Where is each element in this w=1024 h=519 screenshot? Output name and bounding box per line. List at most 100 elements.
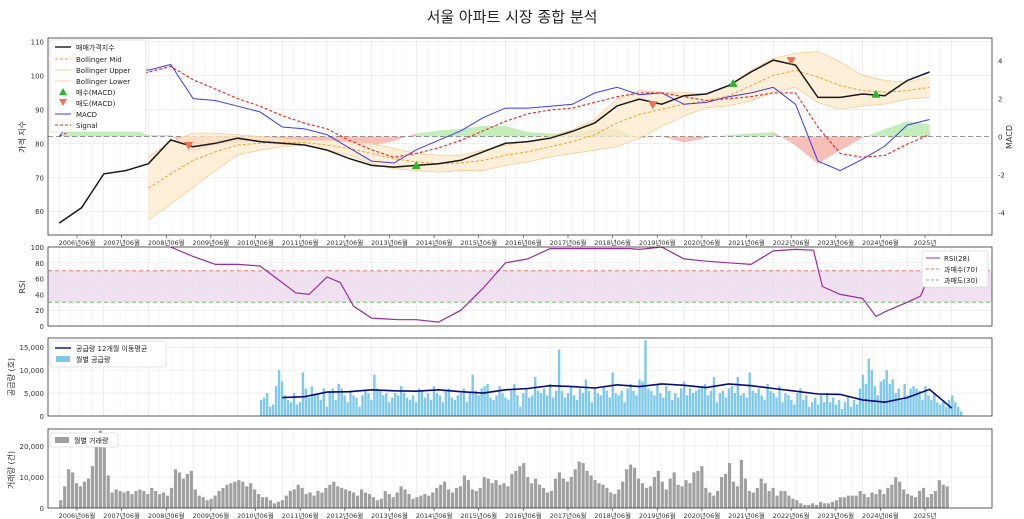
transaction-bar [811, 503, 815, 508]
supply-bar [828, 402, 832, 416]
transaction-bar [613, 494, 617, 508]
transaction-bar [700, 466, 704, 508]
price-ylabel: 가격 지수 [17, 121, 27, 153]
x-tick-label: 2009년06월 [193, 238, 230, 247]
transaction-bar [921, 487, 926, 508]
supply-bar [876, 395, 879, 416]
transaction-bar [826, 503, 831, 508]
transaction-bar [759, 478, 763, 508]
supply-bar [608, 397, 611, 416]
transaction-bar [822, 503, 827, 508]
supply-bar [358, 406, 361, 416]
x-tick-label: 2007년06월 [103, 238, 140, 247]
supply-bar [730, 386, 734, 416]
supply-bar [825, 393, 829, 416]
legend-trans-bar-swatch [55, 437, 69, 443]
transaction-bar [154, 490, 158, 508]
transaction-bar [419, 495, 423, 508]
supply-bar [638, 379, 641, 416]
transaction-bar [743, 478, 747, 508]
transaction-bar [727, 463, 732, 508]
supply-bar [420, 390, 424, 416]
supply-bar [405, 397, 409, 416]
supply-bar [757, 388, 760, 416]
transaction-bar [458, 486, 463, 508]
supply-bar [945, 406, 948, 416]
macd-histogram-area [393, 133, 417, 142]
supply-bar [575, 399, 579, 416]
supply-bar [802, 399, 805, 416]
transaction-bar [466, 480, 470, 508]
transaction-bar [739, 459, 744, 508]
supply-bar [614, 393, 617, 416]
supply-bar [662, 397, 665, 416]
macd-histogram-area [706, 134, 729, 139]
transaction-bar [158, 494, 162, 508]
supply-bar [432, 386, 436, 416]
x-tick-label: 2020년06월 [683, 511, 720, 519]
supply-bar [411, 395, 415, 416]
transaction-bar [636, 478, 641, 508]
transaction-bar [767, 490, 771, 508]
transaction-bar [352, 492, 356, 508]
transaction-bar [474, 490, 478, 508]
supply-bar [894, 393, 897, 416]
supply-bar [391, 397, 394, 416]
supply-bar [611, 372, 614, 416]
supply-bar [385, 393, 388, 416]
x-tick-label: 2011년06월 [282, 238, 319, 247]
macd-histogram-area [773, 131, 796, 146]
supply-bar [682, 381, 686, 416]
supply-bar [569, 386, 573, 416]
transaction-bar [672, 472, 676, 508]
supply-bar [560, 390, 564, 416]
supply-bar [441, 402, 445, 416]
supply-bar [459, 393, 462, 416]
transaction-bar [676, 484, 680, 508]
supply-ylabel: 공급량 (호) [6, 358, 16, 396]
transaction-bar [850, 495, 854, 508]
transaction-bar [478, 487, 482, 508]
supply-bar [563, 397, 567, 416]
supply-bar [364, 390, 367, 416]
rsi-line [170, 246, 935, 323]
supply-bar [718, 393, 722, 416]
supply-bar [501, 393, 504, 416]
supply-bar [605, 390, 608, 416]
macd-histogram-area [907, 121, 930, 137]
legend-supply-bar: 월별 공급량 [76, 355, 111, 364]
transaction-bar [534, 478, 538, 508]
transaction-bar [815, 504, 819, 508]
transaction-bar [775, 495, 779, 508]
macd-histogram-area [817, 136, 841, 164]
supply-bar [623, 402, 626, 416]
macd-histogram-area [148, 134, 171, 137]
supply-bar [909, 388, 912, 416]
legend-buy: 매수(MACD) [76, 89, 116, 97]
supply-bar [301, 372, 305, 416]
transaction-bar [494, 480, 498, 508]
supply-bar [519, 406, 522, 416]
transaction-bar [435, 487, 439, 508]
transaction-bar [799, 503, 803, 508]
supply-bar [584, 379, 588, 416]
transaction-bar [146, 494, 150, 508]
supply-bar [793, 404, 796, 416]
transaction-bar [94, 446, 98, 508]
legend-sell-marker [59, 99, 67, 106]
macd-histogram-area [840, 136, 863, 151]
transaction-bar [102, 447, 106, 508]
supply-bar [361, 395, 364, 416]
supply-bar [522, 393, 525, 416]
transaction-bar [71, 472, 75, 508]
transaction-bar [233, 481, 237, 508]
transaction-bar [652, 477, 656, 508]
supply-bar [444, 390, 448, 416]
supply-bar [811, 402, 814, 416]
x-tick-label: 2012년06월 [326, 511, 363, 519]
transaction-bar [470, 489, 474, 508]
macd-histogram-area [862, 128, 885, 139]
transaction-bar [945, 486, 949, 508]
transaction-bar [514, 470, 518, 508]
transaction-bar [201, 497, 205, 508]
